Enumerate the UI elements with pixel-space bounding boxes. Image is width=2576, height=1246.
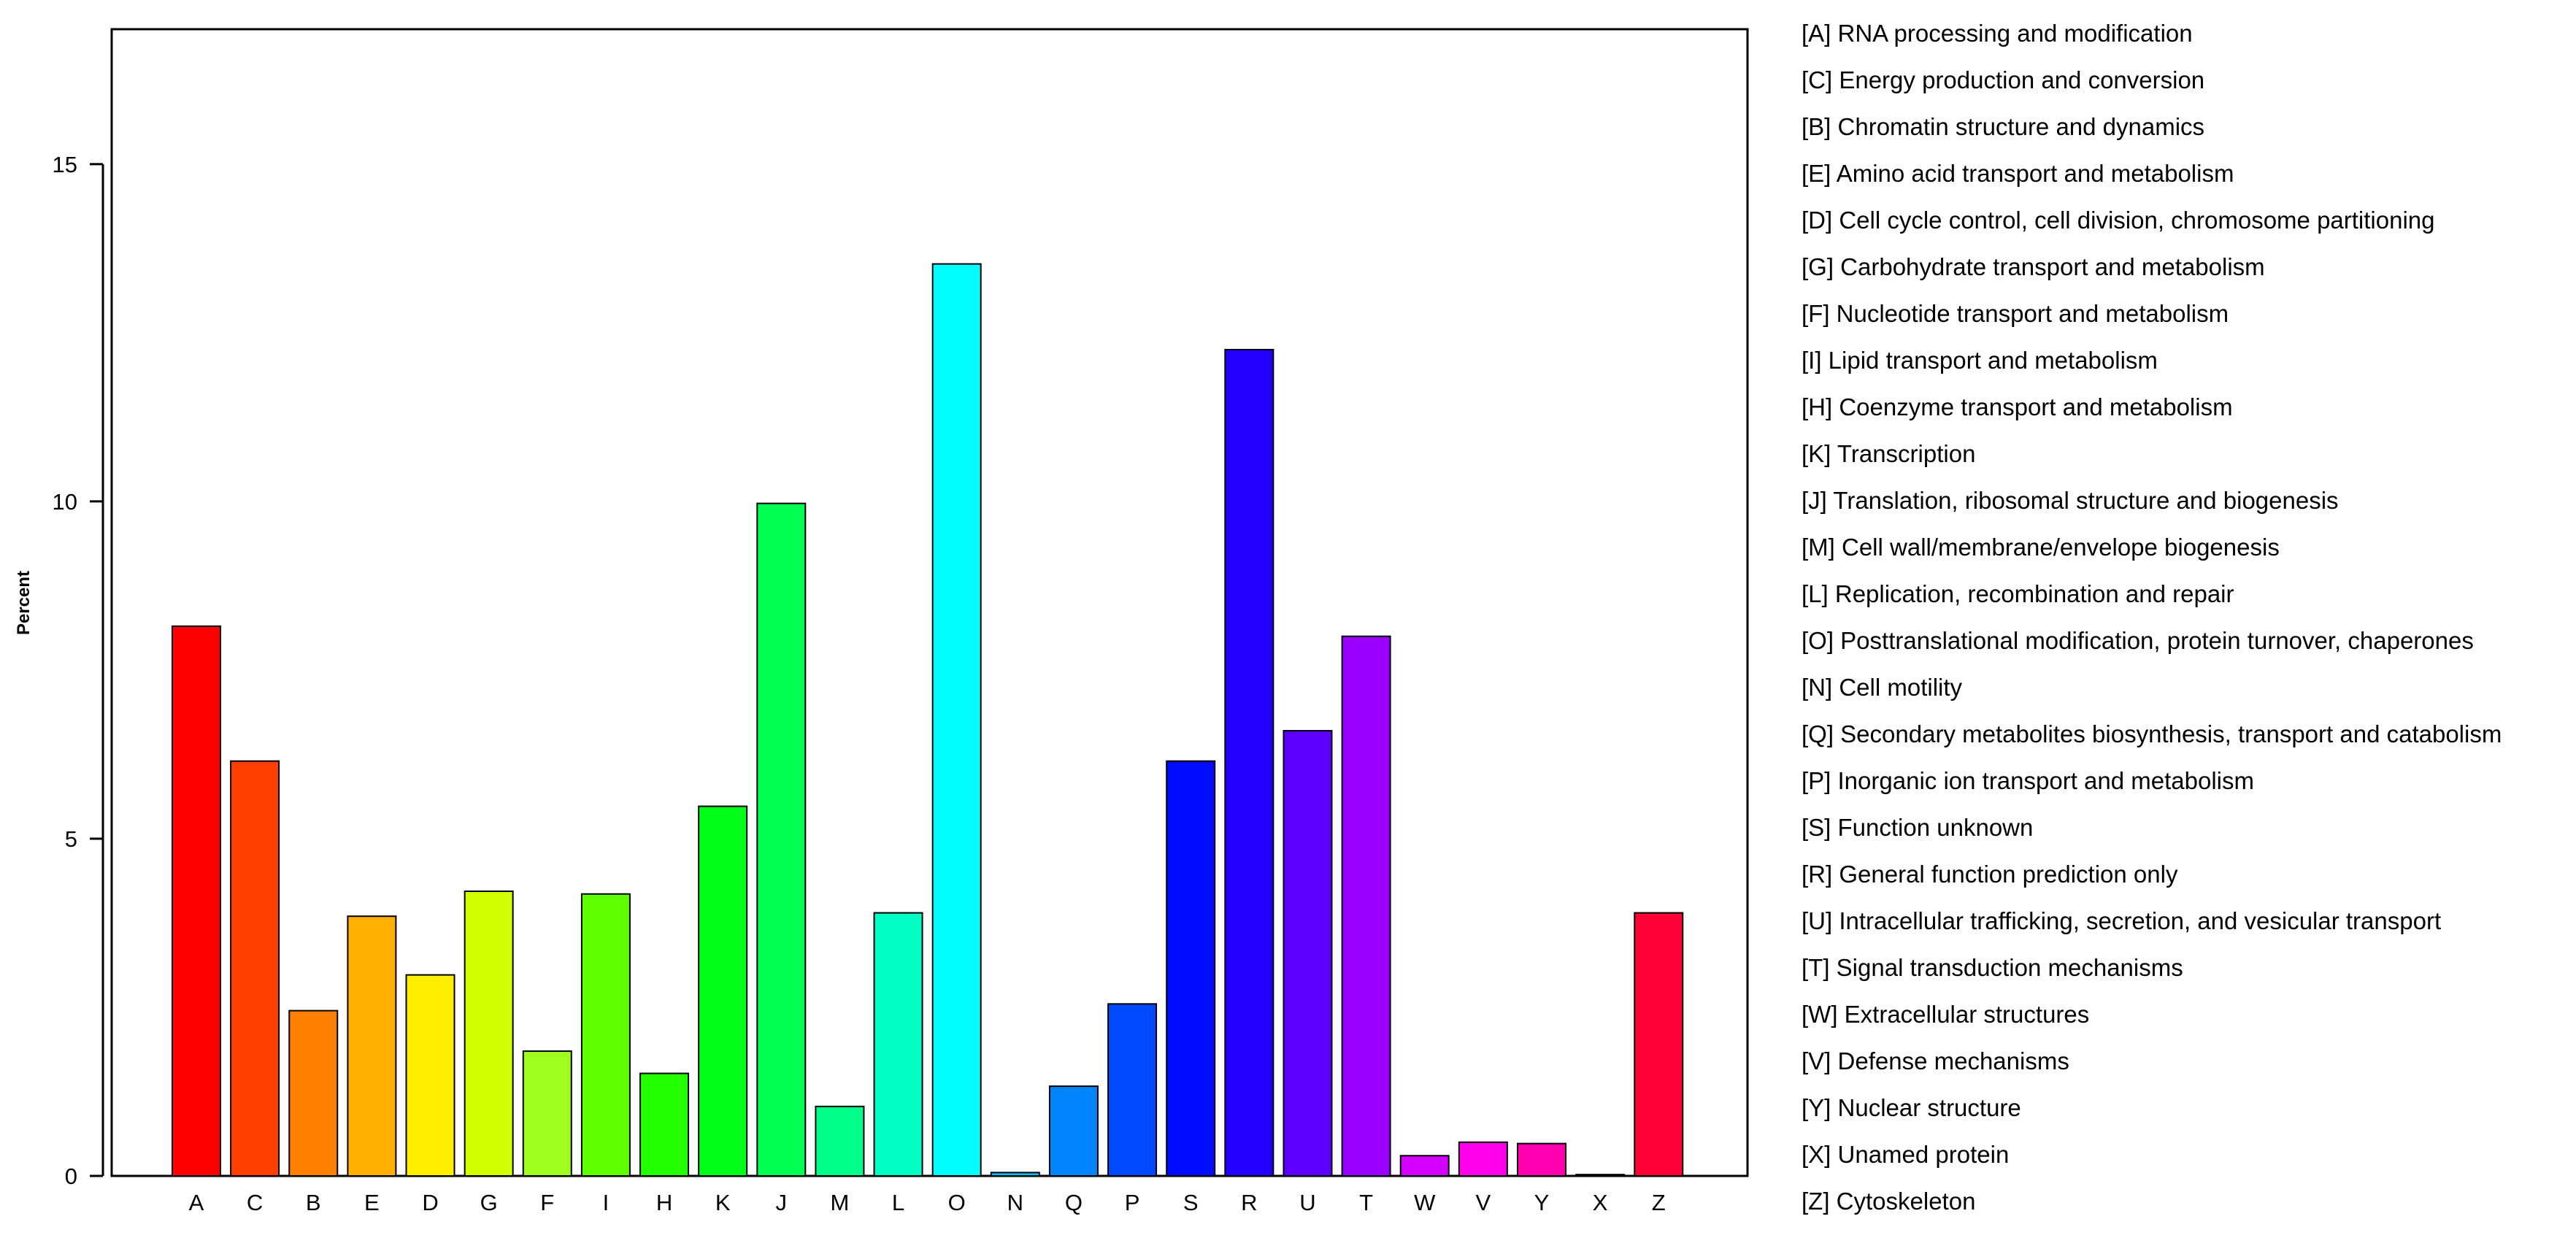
x-tick-label-T: T [1359, 1190, 1373, 1215]
x-tick-label-P: P [1125, 1190, 1140, 1215]
bar-V [1458, 1141, 1508, 1177]
bar-O [931, 263, 982, 1177]
legend-item: [E] Amino acid transport and metabolism [1802, 160, 2234, 187]
bar-N [990, 1172, 1040, 1177]
legend-item: [Q] Secondary metabolites biosynthesis, … [1802, 720, 2502, 747]
bar-J [756, 502, 807, 1177]
legend-item: [S] Function unknown [1802, 814, 2034, 841]
bar-C [230, 760, 280, 1177]
legend: [A] RNA processing and modification [C] E… [1802, 10, 2574, 1225]
bar-A [172, 625, 221, 1177]
legend-item: [L] Replication, recombination and repai… [1802, 580, 2234, 607]
x-tick-label-X: X [1593, 1190, 1608, 1215]
x-tick-label-I: I [603, 1190, 610, 1215]
bar-G [464, 891, 514, 1177]
y-tick-label: 15 [53, 152, 77, 177]
bar-M [815, 1105, 865, 1177]
legend-item: [I] Lipid transport and metabolism [1802, 347, 2158, 374]
bar-Q [1048, 1085, 1099, 1177]
x-tick-label-W: W [1414, 1190, 1436, 1215]
legend-item: [G] Carbohydrate transport and metabolis… [1802, 253, 2265, 280]
legend-item: [Y] Nuclear structure [1802, 1094, 2021, 1121]
x-tick-label-N: N [1007, 1190, 1023, 1215]
legend-item: [T] Signal transduction mechanisms [1802, 954, 2183, 981]
bar-R [1224, 348, 1274, 1177]
legend-item: [P] Inorganic ion transport and metaboli… [1802, 767, 2254, 794]
legend-item: [X] Unamed protein [1802, 1141, 2010, 1168]
bar-Z [1634, 912, 1684, 1177]
bars [172, 263, 1684, 1177]
plot-frame [110, 28, 1749, 1177]
bar-P [1107, 1003, 1158, 1177]
legend-item: [A] RNA processing and modification [1802, 20, 2193, 47]
bar-W [1399, 1155, 1450, 1177]
y-tick-label: 0 [65, 1164, 77, 1189]
x-tick-label-D: D [422, 1190, 438, 1215]
legend-item: [W] Extracellular structures [1802, 1001, 2090, 1028]
legend-item: [F] Nucleotide transport and metabolism [1802, 300, 2229, 327]
y-tick-label: 5 [65, 826, 77, 852]
y-axis: 0 5 10 15 [53, 152, 104, 1189]
bar-X [1575, 1174, 1626, 1177]
bar-T [1341, 635, 1391, 1177]
bar-chart: 0 5 10 15 A C B E D G F I H K J M L O N Q P S R U T W V Y X Z Percen… [14, 28, 1749, 1215]
legend-item: [O] Posttranslational modification, prot… [1802, 627, 2474, 654]
legend-item: [B] Chromatin structure and dynamics [1802, 113, 2205, 140]
x-tick-label-E: E [364, 1190, 380, 1215]
x-tick-label-V: V [1476, 1190, 1491, 1215]
legend-item: [C] Energy production and conversion [1802, 66, 2205, 93]
legend-item: [D] Cell cycle control, cell division, c… [1802, 207, 2435, 234]
x-tick-label-A: A [189, 1190, 204, 1215]
bar-I [580, 893, 631, 1177]
bar-D [405, 974, 455, 1177]
x-tick-label-K: K [715, 1190, 731, 1215]
legend-item: [K] Transcription [1802, 440, 1976, 467]
x-tick-label-M: M [831, 1190, 850, 1215]
bar-Y [1516, 1142, 1566, 1177]
bar-H [639, 1072, 690, 1177]
x-tick-label-C: C [247, 1190, 263, 1215]
bar-B [288, 1010, 339, 1177]
x-tick-label-H: H [656, 1190, 672, 1215]
legend-item: [R] General function prediction only [1802, 861, 2178, 888]
legend-item: [H] Coenzyme transport and metabolism [1802, 393, 2233, 420]
x-tick-label-O: O [948, 1190, 966, 1215]
x-tick-label-L: L [892, 1190, 904, 1215]
x-tick-label-R: R [1241, 1190, 1257, 1215]
x-tick-label-F: F [540, 1190, 554, 1215]
x-tick-label-Z: Z [1652, 1190, 1666, 1215]
x-tick-label-B: B [306, 1190, 321, 1215]
legend-item: [N] Cell motility [1802, 674, 1963, 701]
y-tick-label: 10 [53, 489, 77, 515]
x-tick-label-G: G [480, 1190, 498, 1215]
y-axis-title: Percent [14, 571, 34, 635]
legend-item: [U] Intracellular trafficking, secretion… [1802, 907, 2442, 934]
bar-S [1166, 760, 1216, 1177]
x-tick-label-J: J [776, 1190, 788, 1215]
legend-item: [V] Defense mechanisms [1802, 1047, 2069, 1074]
bar-U [1283, 730, 1333, 1177]
bar-E [347, 915, 397, 1177]
legend-item: [J] Translation, ribosomal structure and… [1802, 487, 2339, 514]
x-tick-label-U: U [1299, 1190, 1315, 1215]
legend-item: [M] Cell wall/membrane/envelope biogenes… [1802, 534, 2280, 561]
bar-F [522, 1050, 572, 1177]
bar-K [698, 805, 748, 1177]
bar-L [873, 912, 923, 1177]
x-tick-label-Y: Y [1534, 1190, 1550, 1215]
x-tick-label-S: S [1183, 1190, 1199, 1215]
x-tick-label-Q: Q [1065, 1190, 1083, 1215]
legend-item: [Z] Cytoskeleton [1802, 1188, 1976, 1215]
